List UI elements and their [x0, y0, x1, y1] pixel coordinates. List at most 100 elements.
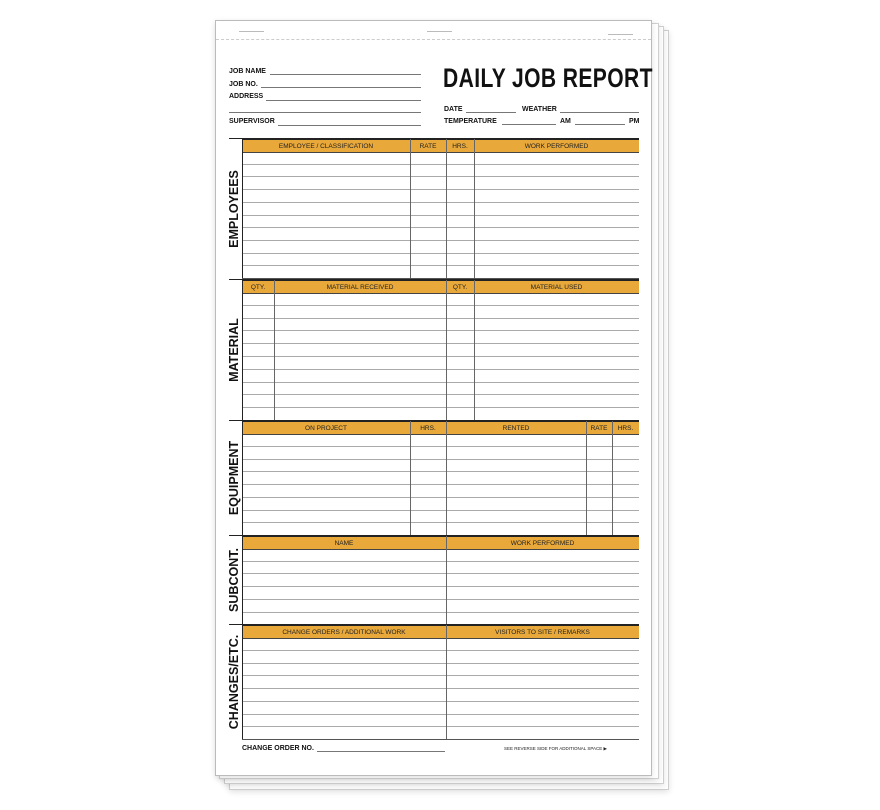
- column-header: QTY.: [250, 283, 266, 291]
- column-divider: [474, 139, 475, 278]
- table-row-line[interactable]: [242, 265, 639, 267]
- table-row-line[interactable]: [242, 317, 639, 319]
- table-row-line[interactable]: [242, 700, 639, 702]
- column-header: CHANGE ORDERS / ADDITIONAL WORK: [282, 628, 406, 636]
- job-no-field[interactable]: [261, 87, 421, 88]
- address-label: ADDRESS: [229, 93, 264, 100]
- temperature-pm-field[interactable]: [575, 124, 625, 125]
- table-row-line[interactable]: [242, 368, 639, 370]
- table-row-line[interactable]: [242, 662, 639, 664]
- table-row-line[interactable]: [242, 522, 639, 524]
- section-bottom-line[interactable]: [242, 278, 639, 279]
- table-row-line[interactable]: [242, 407, 639, 409]
- reverse-side-note: SEE REVERSE SIDE FOR ADDITIONAL SPACE ▶: [504, 746, 607, 751]
- table-row-line[interactable]: [242, 189, 639, 191]
- column-divider: [242, 625, 243, 739]
- binding-mark: [608, 34, 633, 35]
- form-title: DAILY JOB REPORT: [443, 63, 653, 93]
- section-header-bar: NAME WORK PERFORMED: [242, 536, 639, 550]
- weather-label: WEATHER: [522, 106, 557, 113]
- address-line-2-field[interactable]: [229, 112, 421, 113]
- change-order-field[interactable]: [317, 751, 445, 752]
- temperature-am-field[interactable]: [502, 124, 556, 125]
- binding-mark: [239, 31, 264, 32]
- weather-field[interactable]: [560, 112, 639, 113]
- supervisor-field[interactable]: [278, 125, 421, 126]
- column-header: EMPLOYEE / CLASSIFICATION: [278, 142, 374, 150]
- section-header-bar: CHANGE ORDERS / ADDITIONAL WORK VISITORS …: [242, 625, 639, 639]
- section-divider: [229, 624, 639, 625]
- column-divider: [274, 280, 275, 420]
- column-header: WORK PERFORMED: [510, 539, 575, 547]
- table-row-line[interactable]: [242, 726, 639, 728]
- table-row-line[interactable]: [242, 573, 639, 575]
- column-divider: [446, 421, 447, 535]
- table-row-line[interactable]: [242, 713, 639, 715]
- column-divider: [242, 536, 243, 625]
- column-divider: [410, 421, 411, 535]
- table-row-line[interactable]: [242, 560, 639, 562]
- section-bottom-line[interactable]: [242, 739, 639, 740]
- table-row-line[interactable]: [242, 239, 639, 241]
- section-label: MATERIAL: [226, 318, 241, 382]
- binding-mark: [427, 31, 452, 32]
- table-row-line[interactable]: [242, 598, 639, 600]
- table-row-line[interactable]: [242, 509, 639, 511]
- table-row-line[interactable]: [242, 252, 639, 254]
- column-divider: [446, 139, 447, 278]
- table-row-line[interactable]: [242, 201, 639, 203]
- job-name-label: JOB NAME: [229, 68, 266, 75]
- table-row-line[interactable]: [242, 458, 639, 460]
- column-divider: [612, 421, 613, 535]
- column-divider: [242, 280, 243, 420]
- column-header: RATE: [419, 142, 437, 150]
- table-row-line[interactable]: [242, 649, 639, 651]
- daily-job-report-form: JOB NAME JOB NO. ADDRESS SUPERVISOR DAIL…: [215, 20, 652, 776]
- job-name-field[interactable]: [270, 74, 421, 75]
- pm-label: PM: [629, 118, 640, 125]
- table-row-line[interactable]: [242, 330, 639, 332]
- section-divider: [229, 279, 639, 280]
- table-row-line[interactable]: [242, 484, 639, 485]
- temperature-label: TEMPERATURE: [444, 118, 497, 125]
- am-label: AM: [560, 118, 571, 125]
- column-header: VISITORS TO SITE / REMARKS: [495, 628, 590, 636]
- table-row-line[interactable]: [242, 496, 639, 498]
- table-row-line[interactable]: [242, 381, 639, 383]
- column-header: MATERIAL RECEIVED: [326, 283, 394, 291]
- section-header-bar: QTY. MATERIAL RECEIVED QTY. MATERIAL USED: [242, 280, 639, 294]
- date-label: DATE: [444, 106, 463, 113]
- date-field[interactable]: [466, 112, 516, 113]
- table-row-line[interactable]: [242, 394, 639, 396]
- change-order-label: CHANGE ORDER NO.: [242, 745, 314, 752]
- table-row-line[interactable]: [242, 176, 639, 178]
- section-header-bar: EMPLOYEE / CLASSIFICATION RATE HRS. WORK PE…: [242, 139, 639, 153]
- table-row-line[interactable]: [242, 343, 639, 345]
- column-header: RENTED: [502, 424, 530, 432]
- table-row-line[interactable]: [242, 356, 639, 357]
- perforation-line: [216, 39, 651, 40]
- table-row-line[interactable]: [242, 586, 639, 588]
- table-row-line[interactable]: [242, 163, 639, 165]
- column-divider: [242, 139, 243, 278]
- table-row-line[interactable]: [242, 688, 639, 689]
- column-header: RATE: [590, 424, 608, 432]
- table-row-line[interactable]: [242, 471, 639, 473]
- column-header: WORK PERFORMED: [524, 142, 589, 150]
- column-divider: [474, 280, 475, 420]
- column-divider: [446, 625, 447, 739]
- job-no-label: JOB NO.: [229, 81, 258, 88]
- table-row-line[interactable]: [242, 675, 639, 677]
- section-label: EQUIPMENT: [227, 440, 242, 516]
- table-row-line[interactable]: [242, 445, 639, 447]
- table-row-line[interactable]: [242, 227, 639, 229]
- table-row-line[interactable]: [242, 214, 639, 216]
- table-row-line[interactable]: [242, 304, 639, 306]
- column-divider: [446, 280, 447, 420]
- section-label: CHANGES/ETC.: [227, 634, 242, 730]
- column-divider: [410, 139, 411, 278]
- section-label: SUBCONT.: [226, 548, 241, 613]
- column-header: NAME: [334, 539, 354, 547]
- table-row-line[interactable]: [242, 611, 639, 613]
- address-field[interactable]: [266, 100, 421, 101]
